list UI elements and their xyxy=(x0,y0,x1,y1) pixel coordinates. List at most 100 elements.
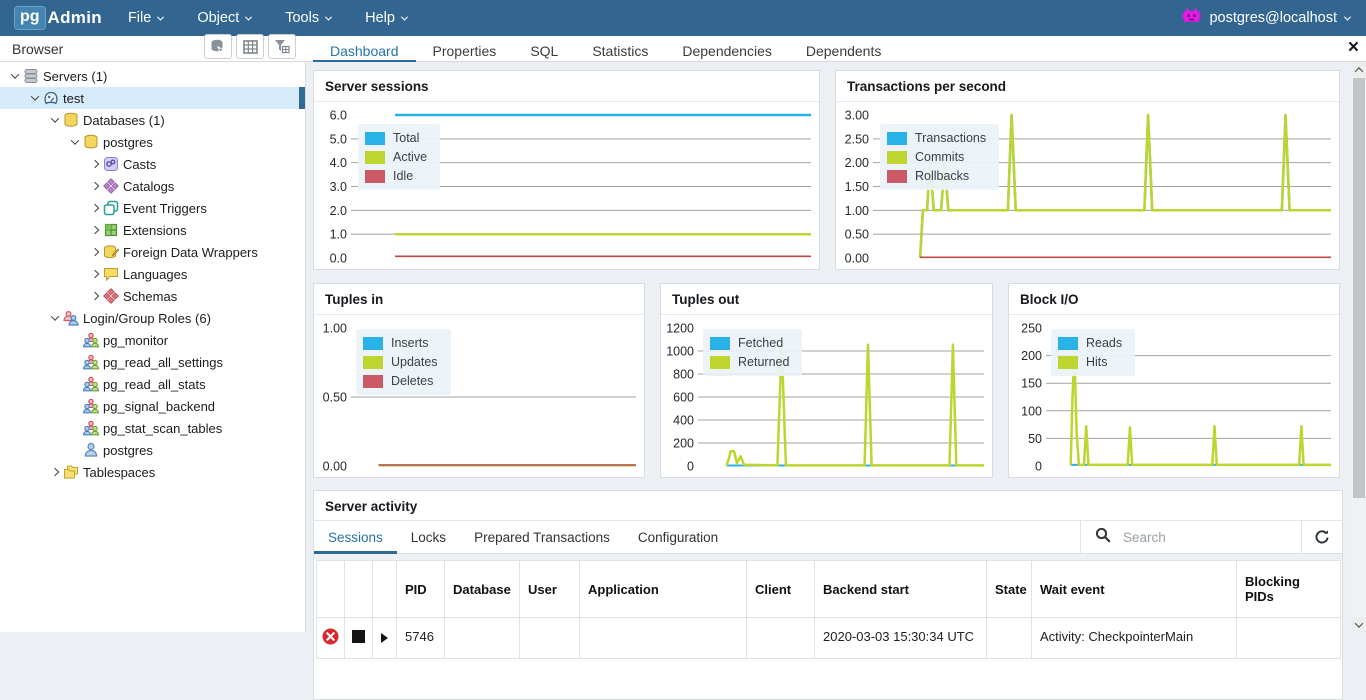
column-header-user: User xyxy=(519,560,580,618)
legend-item: Returned xyxy=(710,355,789,369)
table-row: 5746 2020-03-03 15:30:34 UTC Activity: Che… xyxy=(316,617,1341,659)
tree-item-pg-read-all-stats[interactable]: pg_read_all_stats xyxy=(0,373,305,395)
tab-statistics[interactable]: Statistics xyxy=(592,42,649,59)
legend-item: Transactions xyxy=(887,131,986,145)
tree-item-databases-1[interactable]: Databases (1) xyxy=(0,109,305,131)
tab-dependencies[interactable]: Dependencies xyxy=(682,42,772,59)
scroll-up-icon[interactable] xyxy=(1352,62,1366,77)
tab-dashboard[interactable]: Dashboard xyxy=(313,36,416,63)
column-header-application: Application xyxy=(579,560,747,618)
tree-item-pg-read-all-settings[interactable]: pg_read_all_settings xyxy=(0,351,305,373)
tree-item-pg-monitor[interactable]: pg_monitor xyxy=(0,329,305,351)
legend-swatch xyxy=(365,131,385,145)
svg-text:0: 0 xyxy=(1035,460,1042,474)
chart-title: Tuples out xyxy=(661,284,992,315)
tree-item-catalogs[interactable]: Catalogs xyxy=(0,175,305,197)
search-input[interactable] xyxy=(1123,529,1273,545)
activity-tab-configuration[interactable]: Configuration xyxy=(637,529,719,545)
menu-help[interactable]: Help xyxy=(365,10,408,26)
chart-legend: Transactions Commits Rollbacks xyxy=(880,124,1000,190)
tree-item-servers-1[interactable]: Servers (1) xyxy=(0,65,305,87)
chart-legend: Total Active Idle xyxy=(358,124,441,190)
chevron-down-icon[interactable] xyxy=(47,312,62,321)
svg-text:3.00: 3.00 xyxy=(845,109,869,123)
menu-file[interactable]: File xyxy=(128,10,165,26)
tree-item-postgres[interactable]: postgres xyxy=(0,439,305,461)
activity-tab-prepared-transactions[interactable]: Prepared Transactions xyxy=(474,529,610,545)
svg-text:1.0: 1.0 xyxy=(330,228,347,242)
svg-text:1.00: 1.00 xyxy=(845,204,869,218)
legend-swatch xyxy=(365,150,385,164)
tree-item-test[interactable]: test xyxy=(0,87,305,109)
chevron-down-icon[interactable] xyxy=(27,92,42,101)
user-icon xyxy=(82,442,100,458)
expand-icon[interactable] xyxy=(372,617,397,659)
chevron-down-icon[interactable] xyxy=(7,70,22,79)
scrollbar-thumb[interactable] xyxy=(1353,78,1365,498)
legend-item: Hits xyxy=(1058,355,1122,369)
menu-object[interactable]: Object xyxy=(197,10,253,26)
chevron-right-icon[interactable] xyxy=(87,269,102,279)
tree-item-pg-stat-scan-tables[interactable]: pg_stat_scan_tables xyxy=(0,417,305,439)
legend-label: Active xyxy=(393,150,428,164)
legend-item: Inserts xyxy=(363,336,438,350)
filtered-rows-button[interactable] xyxy=(268,34,296,59)
refresh-button[interactable] xyxy=(1302,521,1342,553)
legend-label: Deletes xyxy=(391,374,434,388)
activity-tab-locks[interactable]: Locks xyxy=(410,529,447,545)
tree-item-postgres[interactable]: postgres xyxy=(0,131,305,153)
server-activity-title: Server activity xyxy=(314,491,1342,521)
tab-dependents[interactable]: Dependents xyxy=(805,42,882,59)
chevron-right-icon[interactable] xyxy=(87,203,102,213)
role-item-icon xyxy=(82,354,100,370)
tree-item-extensions[interactable]: Extensions xyxy=(0,219,305,241)
svg-text:250: 250 xyxy=(1021,322,1042,336)
chevron-right-icon[interactable] xyxy=(47,467,62,477)
quick-search-db-button[interactable] xyxy=(204,34,232,59)
tree-item-casts[interactable]: Casts xyxy=(0,153,305,175)
svg-text:6.0: 6.0 xyxy=(330,109,347,123)
chevron-right-icon[interactable] xyxy=(87,225,102,235)
tree-item-schemas[interactable]: Schemas xyxy=(0,285,305,307)
table-cell xyxy=(746,617,815,659)
table-cell xyxy=(444,617,520,659)
user-label: postgres@localhost xyxy=(1209,10,1337,26)
close-icon[interactable]: × xyxy=(1347,37,1359,58)
scroll-down-icon[interactable] xyxy=(1352,617,1366,632)
chevron-right-icon[interactable] xyxy=(87,291,102,301)
activity-tab-sessions[interactable]: Sessions xyxy=(314,521,397,554)
table-cell xyxy=(986,617,1032,659)
tree-item-languages[interactable]: Languages xyxy=(0,263,305,285)
legend-label: Reads xyxy=(1086,336,1123,350)
logo-pg-badge: pg xyxy=(14,6,46,30)
role-item-icon xyxy=(82,420,100,436)
tab-sql[interactable]: SQL xyxy=(530,42,559,59)
table-cell xyxy=(519,617,580,659)
tree-item-pg-signal-backend[interactable]: pg_signal_backend xyxy=(0,395,305,417)
view-data-grid-button[interactable] xyxy=(236,34,264,59)
chevron-right-icon[interactable] xyxy=(87,159,102,169)
chevron-down-icon[interactable] xyxy=(67,136,82,145)
terminate-icon[interactable] xyxy=(344,617,373,659)
chevron-down-icon xyxy=(325,13,333,21)
chart-title: Block I/O xyxy=(1009,284,1339,315)
tree-item-foreign-data-wrappers[interactable]: Foreign Data Wrappers xyxy=(0,241,305,263)
svg-text:600: 600 xyxy=(673,391,694,405)
tab-properties[interactable]: Properties xyxy=(432,42,497,59)
vertical-scrollbar[interactable] xyxy=(1352,62,1366,632)
svg-text:0.50: 0.50 xyxy=(323,391,347,405)
legend-swatch xyxy=(887,169,907,183)
tree-item-event-triggers[interactable]: Event Triggers xyxy=(0,197,305,219)
dashboard-content: Server sessions Total Active Idle 6.0 5.0 4.0… xyxy=(306,62,1352,700)
chevron-down-icon xyxy=(400,13,408,21)
tree-item-login-group-roles-6[interactable]: Login/Group Roles (6) xyxy=(0,307,305,329)
menu-tools[interactable]: Tools xyxy=(285,10,333,26)
column-header-wait-event: Wait event xyxy=(1031,560,1237,618)
cancel-icon[interactable] xyxy=(316,617,345,659)
legend-item: Commits xyxy=(887,150,986,164)
user-menu[interactable]: postgres@localhost xyxy=(1182,7,1352,30)
chevron-down-icon[interactable] xyxy=(47,114,62,123)
chevron-right-icon[interactable] xyxy=(87,181,102,191)
chevron-right-icon[interactable] xyxy=(87,247,102,257)
tree-item-tablespaces[interactable]: Tablespaces xyxy=(0,461,305,483)
